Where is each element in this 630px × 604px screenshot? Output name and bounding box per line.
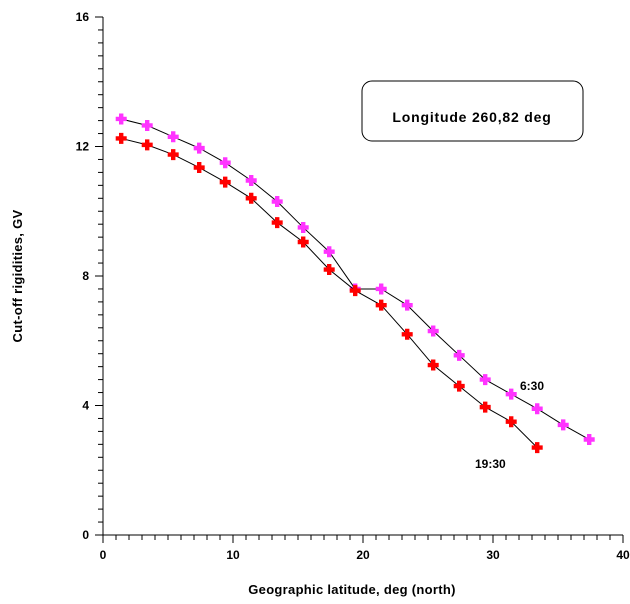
y-tick-label: 12 (76, 140, 90, 154)
data-point (323, 246, 335, 258)
data-point (453, 349, 465, 361)
series-label-6-30: 6:30 (520, 379, 544, 393)
y-axis-title: Cut-off rigidities, GV (10, 209, 25, 342)
data-point (245, 174, 257, 186)
data-point (271, 217, 283, 229)
data-point (219, 176, 231, 188)
series-line (121, 137, 538, 448)
data-point (401, 299, 413, 311)
data-point (453, 380, 465, 392)
data-point (245, 192, 257, 204)
data-point (141, 139, 153, 151)
data-point (167, 149, 179, 161)
x-tick-label: 40 (616, 548, 630, 562)
data-point (479, 374, 491, 386)
data-point (219, 157, 231, 169)
data-point (349, 285, 361, 297)
data-point (531, 442, 543, 454)
annotation-box: Longitude 260,82 deg (361, 80, 584, 142)
y-tick-label: 8 (82, 269, 89, 283)
data-point (271, 196, 283, 208)
data-point (505, 416, 517, 428)
y-tick-label: 4 (82, 399, 89, 413)
x-axis-title: Geographic latitude, deg (north) (248, 582, 456, 597)
data-point (115, 132, 127, 144)
x-tick-label: 10 (226, 548, 240, 562)
data-point (115, 113, 127, 125)
data-point (427, 359, 439, 371)
series-line (121, 118, 590, 440)
series-layer (115, 113, 595, 454)
axes: 0 10 20 30 40 0 4 8 12 16 (76, 10, 630, 562)
x-tick-label: 20 (356, 548, 370, 562)
data-point (583, 433, 595, 445)
data-point (297, 236, 309, 248)
data-point (401, 328, 413, 340)
series-label-19-30: 19:30 (475, 457, 506, 471)
series-19-30 (115, 132, 543, 454)
data-point (557, 419, 569, 431)
x-tick-label: 30 (486, 548, 500, 562)
data-point (167, 131, 179, 143)
data-point (193, 162, 205, 174)
data-point (375, 299, 387, 311)
x-tick-label: 0 (100, 548, 107, 562)
series-6-30 (115, 113, 595, 445)
data-point (427, 325, 439, 337)
data-point (297, 221, 309, 233)
y-tick-label: 16 (76, 10, 90, 24)
annotation-box-frame (361, 80, 584, 142)
data-point (193, 142, 205, 154)
data-point (479, 401, 491, 413)
annotation-box-text: Longitude 260,82 deg (392, 109, 551, 125)
data-point (375, 283, 387, 295)
y-tick-label: 0 (82, 528, 89, 542)
data-point (323, 264, 335, 276)
data-point (141, 119, 153, 131)
data-point (505, 388, 517, 400)
data-point (531, 403, 543, 415)
